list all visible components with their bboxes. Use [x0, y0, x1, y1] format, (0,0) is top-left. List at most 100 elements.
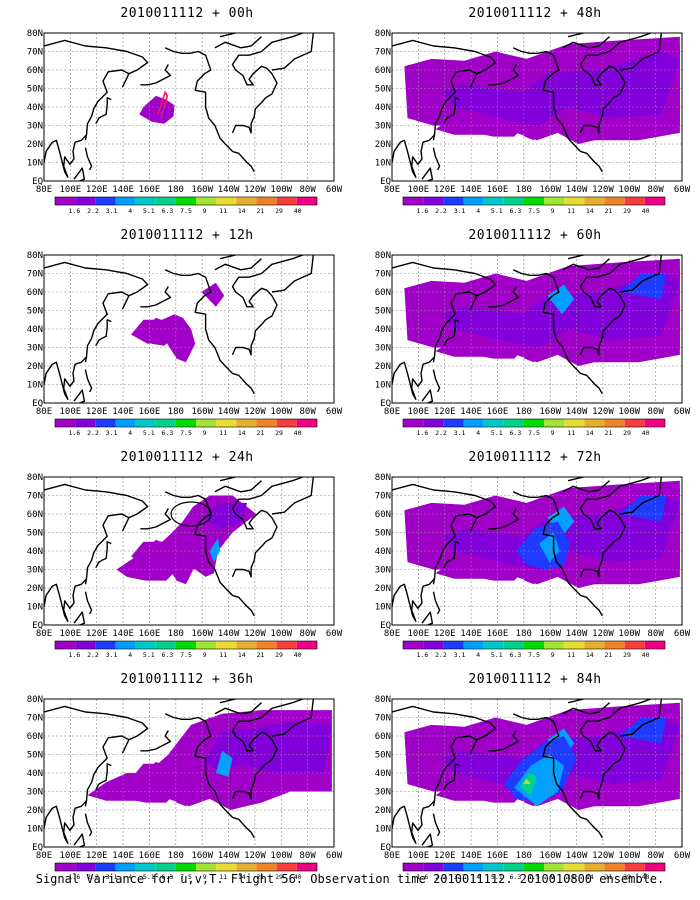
colorbar-swatch — [256, 863, 277, 871]
lat-tick-label: 50N — [27, 529, 43, 539]
colorbar-label: 11 — [219, 651, 227, 659]
lon-tick-label: 100E — [60, 851, 82, 861]
colorbar-label: 11 — [567, 651, 575, 659]
map-plot: 80E 100E 120E 140E 160E 180 160W 140W 120W 100W 80… — [27, 29, 343, 215]
map-plot: 80E 100E 120E 140E 160E 180 160W 140W 120W 100W 80… — [375, 29, 691, 215]
colorbar-swatch — [604, 419, 625, 427]
coastline — [271, 477, 314, 515]
map-frame — [391, 698, 683, 848]
map-plot: 80E 100E 120E 140E 160E 180 160W 140W 120W 100W 80… — [27, 473, 343, 659]
lon-tick-label: 140E — [112, 629, 134, 639]
lat-tick-label: 50N — [27, 751, 43, 761]
coastline — [44, 483, 149, 623]
colorbar-swatch — [423, 419, 444, 427]
colorbar-swatch — [503, 197, 524, 205]
colorbar-swatch — [523, 641, 545, 649]
variance-contour — [522, 778, 531, 785]
lon-tick-label: 100E — [408, 629, 430, 639]
lat-tick-label: 10N — [27, 159, 43, 169]
lon-tick-label: 160W — [191, 185, 213, 195]
lon-tick-label: 120E — [86, 629, 108, 639]
colorbar-swatch — [483, 641, 504, 649]
lat-tick-label: EQ — [32, 399, 43, 409]
colorbar-label: 7.5 — [528, 207, 540, 215]
colorbar-label: 1.6 — [69, 651, 81, 659]
colorbar-label: 14 — [586, 207, 594, 215]
colorbar-label: 14 — [586, 873, 594, 881]
colorbar-label: 21 — [257, 651, 265, 659]
coastline — [567, 477, 584, 482]
colorbar-swatch — [256, 641, 277, 649]
colorbar-label: 29 — [275, 651, 283, 659]
coastline — [432, 813, 441, 837]
coastline — [73, 833, 86, 847]
colorbar-swatch — [95, 641, 116, 649]
map-frame — [391, 476, 683, 626]
colorbar-label: 6.3 — [162, 429, 174, 437]
coastline — [421, 611, 434, 625]
colorbar-label: 1.6 — [69, 873, 81, 881]
colorbar-label: 5.1 — [491, 651, 503, 659]
colorbar-swatch — [644, 863, 665, 871]
coastline — [271, 255, 314, 293]
colorbar-swatch — [175, 197, 197, 205]
coastline — [443, 541, 460, 569]
colorbar-swatch — [155, 419, 176, 427]
lon-tick-label: 180 — [516, 851, 532, 861]
colorbar-swatch — [443, 641, 464, 649]
coastline — [488, 64, 520, 86]
coastline — [84, 134, 88, 141]
lat-tick-label: 20N — [375, 584, 391, 594]
lon-tick-label: 160W — [539, 629, 561, 639]
map-plot: 80E 100E 120E 140E 160E 180 160W 140W 120W 100W 80… — [27, 251, 343, 437]
colorbar-swatch — [523, 197, 545, 205]
lon-tick-label: 60W — [326, 629, 343, 639]
lat-tick-label: 20N — [375, 140, 391, 150]
colorbar-label: 14 — [586, 429, 594, 437]
lon-tick-label: 140W — [566, 629, 588, 639]
lat-tick-label: 70N — [27, 48, 43, 58]
colorbar-frame — [402, 640, 666, 650]
colorbar-label: 3.1 — [106, 873, 118, 881]
colorbar-label: 14 — [238, 207, 246, 215]
colorbar-swatch — [564, 641, 585, 649]
lat-tick-label: 40N — [375, 103, 391, 113]
colorbar-label: 40 — [294, 429, 302, 437]
lat-tick-label: 80N — [375, 251, 391, 261]
colorbar-swatch — [75, 641, 96, 649]
coastline — [214, 258, 262, 271]
lon-tick-label: 80E — [384, 629, 400, 639]
lat-tick-label: 30N — [375, 566, 391, 576]
colorbar-label: 11 — [567, 873, 575, 881]
colorbar-swatch — [564, 419, 585, 427]
panel-title: 2010011112 + 48h — [468, 6, 602, 21]
colorbar-label: 7.5 — [180, 651, 192, 659]
coastline — [140, 286, 172, 308]
map-panel: 80E 100E 120E 140E 160E 180 160W 140W 120W 100W 80… — [22, 0, 352, 215]
lon-tick-label: 160E — [487, 629, 509, 639]
variance-contour — [131, 314, 196, 363]
lat-tick-label: 10N — [375, 159, 391, 169]
coastline — [443, 97, 460, 125]
colorbar-swatch — [135, 419, 156, 427]
lat-tick-label: 20N — [375, 806, 391, 816]
colorbar-label: 2.2 — [435, 207, 447, 215]
coastline — [443, 763, 460, 791]
colorbar-swatch — [216, 641, 237, 649]
colorbar-label: 21 — [605, 207, 613, 215]
coastline — [271, 33, 314, 71]
coastline — [214, 480, 262, 493]
lon-tick-label: 120E — [434, 407, 456, 417]
colorbar-label: 29 — [275, 207, 283, 215]
lat-tick-label: EQ — [380, 399, 391, 409]
lat-tick-label: 10N — [375, 381, 391, 391]
coastline — [432, 578, 436, 585]
colorbar-label: 7.5 — [180, 207, 192, 215]
colorbar-label: 2.2 — [435, 651, 447, 659]
colorbar-label: 1.6 — [417, 873, 429, 881]
colorbar-label: 21 — [605, 429, 613, 437]
colorbar-label: 6.3 — [510, 207, 522, 215]
colorbar-swatch — [115, 641, 136, 649]
coastline — [271, 699, 314, 737]
colorbar-label: 9 — [551, 651, 555, 659]
